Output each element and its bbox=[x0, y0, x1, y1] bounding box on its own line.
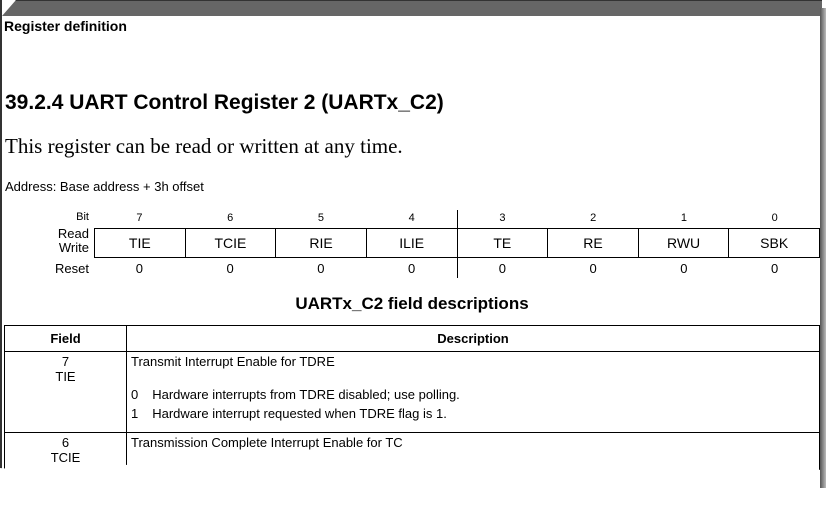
field-description: Transmit Interrupt Enable for TDRE bbox=[131, 354, 335, 369]
reset-value: 0 bbox=[771, 261, 779, 276]
nibble-divider bbox=[457, 210, 458, 278]
field-cell: 6 TCIE bbox=[4, 432, 127, 473]
read-label: Read bbox=[57, 226, 89, 241]
field-cell: TIE bbox=[128, 235, 151, 251]
field-descriptions-table: Field Description 7 TIE Transmit Interrupt… bbox=[4, 325, 820, 483]
reset-value: 0 bbox=[135, 261, 143, 276]
value-text: Hardware interrupts from TC disabled; us… bbox=[152, 468, 442, 483]
bit-number: 4 bbox=[408, 212, 415, 224]
value-line: 1 Hardware interrupt requested when TDRE … bbox=[131, 406, 815, 421]
field-cell: RIE bbox=[275, 229, 366, 257]
field-cell: TE bbox=[456, 229, 548, 257]
write-label: Write bbox=[58, 240, 89, 255]
bit-number: 2 bbox=[590, 212, 597, 224]
header-description: Description bbox=[126, 325, 820, 352]
bit-number: 7 bbox=[136, 212, 143, 224]
reset-value: 0 bbox=[317, 261, 325, 276]
bit-number: 1 bbox=[680, 212, 687, 224]
value: 1 bbox=[131, 406, 139, 421]
value-text: Hardware interrupt requested when TDRE f… bbox=[152, 406, 447, 421]
field-bit: 6 bbox=[61, 435, 70, 450]
field-cell: 7 TIE bbox=[4, 351, 127, 433]
field-cell: TCIE bbox=[184, 229, 276, 257]
table-row: 6 TCIE Transmission Complete Interrupt En… bbox=[4, 432, 820, 483]
description-cell: Transmission Complete Interrupt Enable f… bbox=[126, 432, 820, 483]
field-bit: 7 bbox=[61, 354, 70, 369]
reset-value: 0 bbox=[408, 261, 416, 276]
reset-value: 0 bbox=[226, 261, 234, 276]
value-line: 0 Hardware interrupts from TDRE disabled;… bbox=[131, 387, 815, 402]
section-label: Register definition bbox=[4, 18, 127, 34]
document-page: Register definition 39.2.4 UART Control … bbox=[0, 0, 822, 483]
bit-number: 6 bbox=[227, 212, 234, 224]
address-text: Address: Base address + 3h offset bbox=[5, 179, 204, 194]
bit-number: 5 bbox=[317, 212, 324, 224]
page-top-bar bbox=[2, 0, 822, 16]
field-cell: RWU bbox=[637, 229, 729, 257]
bit-number: 3 bbox=[499, 212, 506, 224]
table-row: 7 TIE Transmit Interrupt Enable for TDRE … bbox=[4, 351, 820, 433]
value-line: 0 Hardware interrupts from TC disabled; u… bbox=[131, 468, 815, 483]
field-name: TCIE bbox=[50, 450, 81, 465]
page-title: 39.2.4 UART Control Register 2 (UARTx_C2… bbox=[5, 91, 444, 114]
register-fields: TIE TCIE RIE ILIE TE RE RWU SBK bbox=[94, 228, 820, 258]
intro-text: This register can be read or written at … bbox=[5, 134, 403, 158]
bit-number: 0 bbox=[771, 212, 778, 224]
header-field: Field bbox=[4, 325, 127, 352]
reset-label: Reset bbox=[55, 261, 89, 276]
field-description: Transmission Complete Interrupt Enable f… bbox=[131, 435, 403, 450]
reset-value: 0 bbox=[498, 261, 506, 276]
reset-value: 0 bbox=[589, 261, 597, 276]
bit-label: Bit bbox=[76, 211, 89, 223]
table-title: UARTx_C2 field descriptions bbox=[295, 294, 529, 313]
field-name: TIE bbox=[55, 369, 76, 384]
field-cell: ILIE bbox=[365, 229, 457, 257]
value: 0 bbox=[131, 468, 139, 483]
value: 0 bbox=[131, 387, 139, 402]
field-cell: RE bbox=[547, 229, 638, 257]
reset-values: 0 0 0 0 0 0 0 0 bbox=[94, 261, 820, 276]
description-cell: Transmit Interrupt Enable for TDRE 0 Hard… bbox=[126, 351, 820, 433]
bit-numbers: 7 6 5 4 3 2 1 0 bbox=[94, 212, 820, 224]
page-shadow bbox=[820, 8, 826, 488]
value-text: Hardware interrupts from TDRE disabled; … bbox=[152, 387, 460, 402]
reset-value: 0 bbox=[680, 261, 688, 276]
field-cell: SBK bbox=[728, 229, 819, 257]
